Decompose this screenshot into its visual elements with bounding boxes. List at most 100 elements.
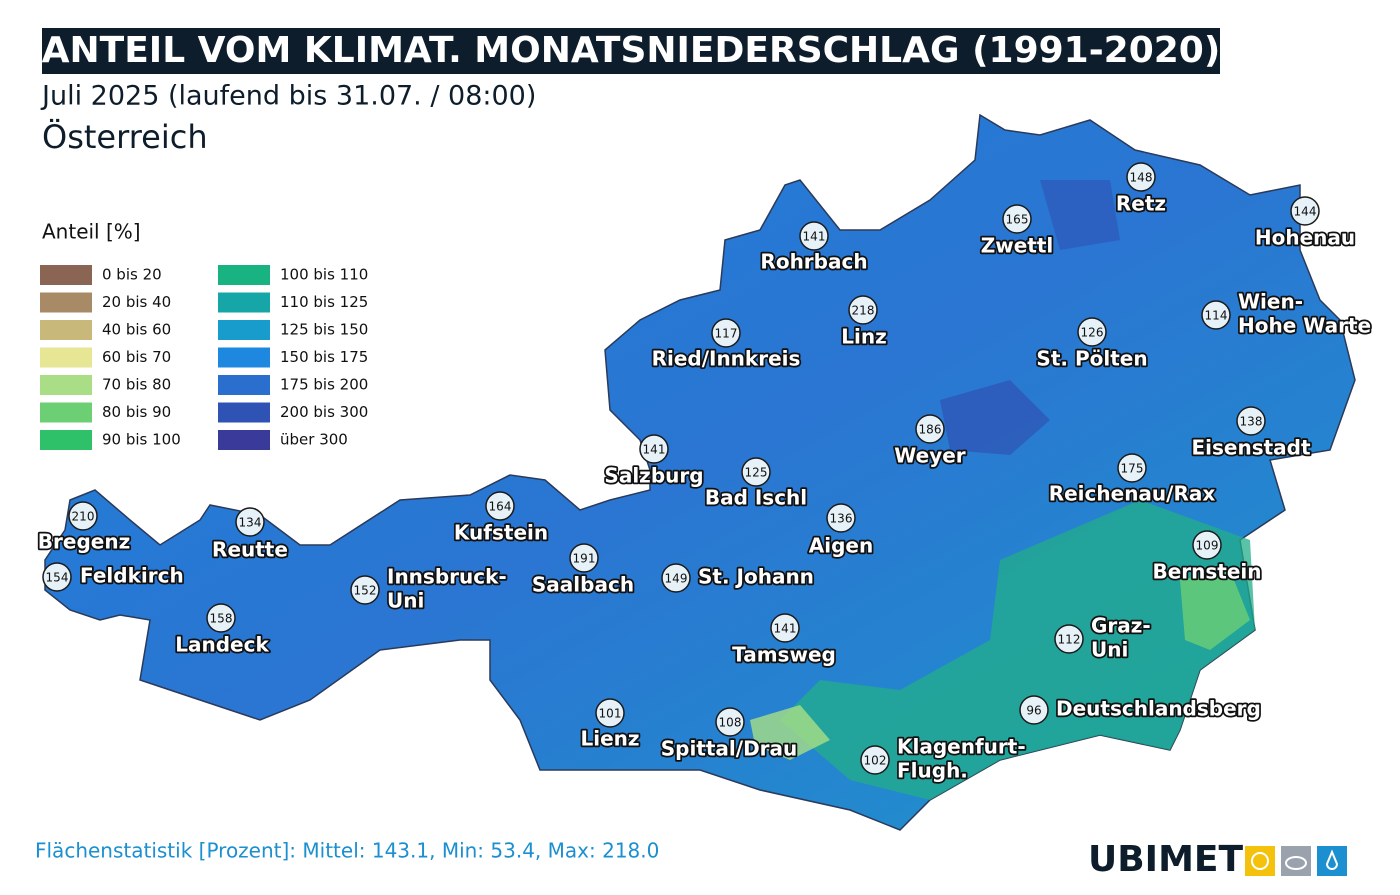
station-name: Klagenfurt- [897, 735, 1026, 759]
dark-area [940, 380, 1050, 455]
station-value: 101 [599, 707, 622, 721]
station-name: Bad Ischl [705, 486, 807, 510]
station-name: Hohenau [1255, 226, 1355, 250]
station-name: Hohe Warte [1238, 314, 1371, 338]
station-marker [1077, 317, 1107, 347]
title-bar [42, 28, 1220, 74]
station-name: Linz [841, 325, 886, 349]
station-marker [42, 562, 72, 592]
legend-swatch [40, 265, 92, 285]
station-value: 158 [210, 612, 233, 626]
station-name: Tamsweg [732, 643, 836, 667]
station-name: Landeck [175, 633, 269, 657]
legend-label: 200 bis 300 [280, 403, 368, 421]
station-marker [799, 221, 829, 251]
green-area [780, 500, 1255, 800]
station-value: 117 [715, 327, 738, 341]
station-value: 108 [719, 716, 742, 730]
dark-area [1040, 180, 1120, 250]
station-marker [915, 414, 945, 444]
station-name: Salzburg [604, 464, 703, 488]
station-marker [595, 698, 625, 728]
legend-label: 175 bis 200 [280, 376, 368, 394]
station-name: Feldkirch [80, 564, 184, 588]
legend-label: 0 bis 20 [102, 266, 162, 284]
station-name: Wien- [1238, 290, 1303, 314]
station-name: St. Johann [698, 565, 814, 589]
station-marker [1290, 196, 1320, 226]
station-value: 126 [1081, 326, 1104, 340]
station-name: Uni [387, 589, 424, 613]
legend-label: 90 bis 100 [102, 431, 181, 449]
station-marker [860, 745, 890, 775]
legend-swatch [218, 402, 270, 423]
station-name: Lienz [580, 727, 639, 751]
station-marker [1192, 530, 1222, 560]
station-value: 164 [489, 500, 512, 514]
subtitle: Juli 2025 (laufend bis 31.07. / 08:00) [40, 81, 536, 112]
station-name: Eisenstadt [1191, 436, 1311, 460]
station-value: 165 [1006, 213, 1029, 227]
station-marker [235, 507, 265, 537]
station-value: 141 [774, 622, 797, 636]
station-name: Reutte [212, 538, 288, 562]
legend-label: 20 bis 40 [102, 293, 171, 311]
station-name: Rohrbach [760, 250, 867, 274]
station-marker [639, 434, 669, 464]
legend-swatch [40, 375, 92, 395]
station-marker [661, 563, 691, 593]
station-value: 210 [72, 510, 95, 524]
station-marker [1002, 204, 1032, 234]
station-name: Ried/Innkreis [652, 347, 801, 371]
legend-label: 150 bis 175 [280, 348, 368, 366]
station-value: 186 [919, 423, 942, 437]
station-name: Reichenau/Rax [1049, 482, 1216, 506]
station-value: 191 [573, 552, 596, 566]
brand: UBIMET [1088, 839, 1243, 880]
station-marker [711, 318, 741, 348]
legend-label: 100 bis 110 [280, 266, 368, 284]
station-marker [826, 503, 856, 533]
station-name: Uni [1091, 638, 1128, 662]
legend-label: 40 bis 60 [102, 321, 171, 339]
legend-swatch [40, 320, 92, 340]
legend-swatch [40, 402, 92, 423]
station-value: 218 [852, 304, 875, 318]
title: ANTEIL VOM KLIMAT. MONATSNIEDERSCHLAG (1… [42, 30, 1221, 71]
station-value: 149 [665, 572, 688, 586]
station-marker [1126, 162, 1156, 192]
legend-label: 110 bis 125 [280, 293, 368, 311]
station-marker [1117, 453, 1147, 483]
station-marker [569, 543, 599, 573]
station-marker [1236, 406, 1266, 436]
station-marker [848, 295, 878, 325]
station-name: Retz [1116, 192, 1166, 216]
legend-label: 80 bis 90 [102, 403, 171, 421]
station-value: 134 [239, 516, 262, 530]
legend-swatch [40, 430, 92, 450]
light-green-area [750, 705, 830, 760]
legend-label: 70 bis 80 [102, 376, 171, 394]
station-marker [68, 501, 98, 531]
station-name: Graz- [1091, 614, 1151, 638]
brand-icons [1245, 846, 1347, 876]
legend-swatch [218, 430, 270, 450]
station-value: 144 [1294, 205, 1317, 219]
station-value: 96 [1026, 704, 1041, 718]
legend-swatch [218, 347, 270, 368]
station-value: 102 [864, 754, 887, 768]
station-name: Zwettl [981, 234, 1054, 258]
station-marker [1201, 300, 1231, 330]
legend-swatch [218, 292, 270, 313]
station-name: Aigen [809, 534, 873, 558]
station-name: Spittal/Drau [661, 737, 798, 761]
station-marker [350, 575, 380, 605]
station-marker [770, 613, 800, 643]
station-marker [206, 603, 236, 633]
station-value: 136 [830, 512, 853, 526]
station-value: 152 [354, 584, 377, 598]
station-value: 112 [1058, 633, 1081, 647]
station-value: 154 [46, 571, 69, 585]
stations: Bregenz 210 Feldkirch 154 Reutte 134 Landeck 15… [36, 162, 1373, 784]
